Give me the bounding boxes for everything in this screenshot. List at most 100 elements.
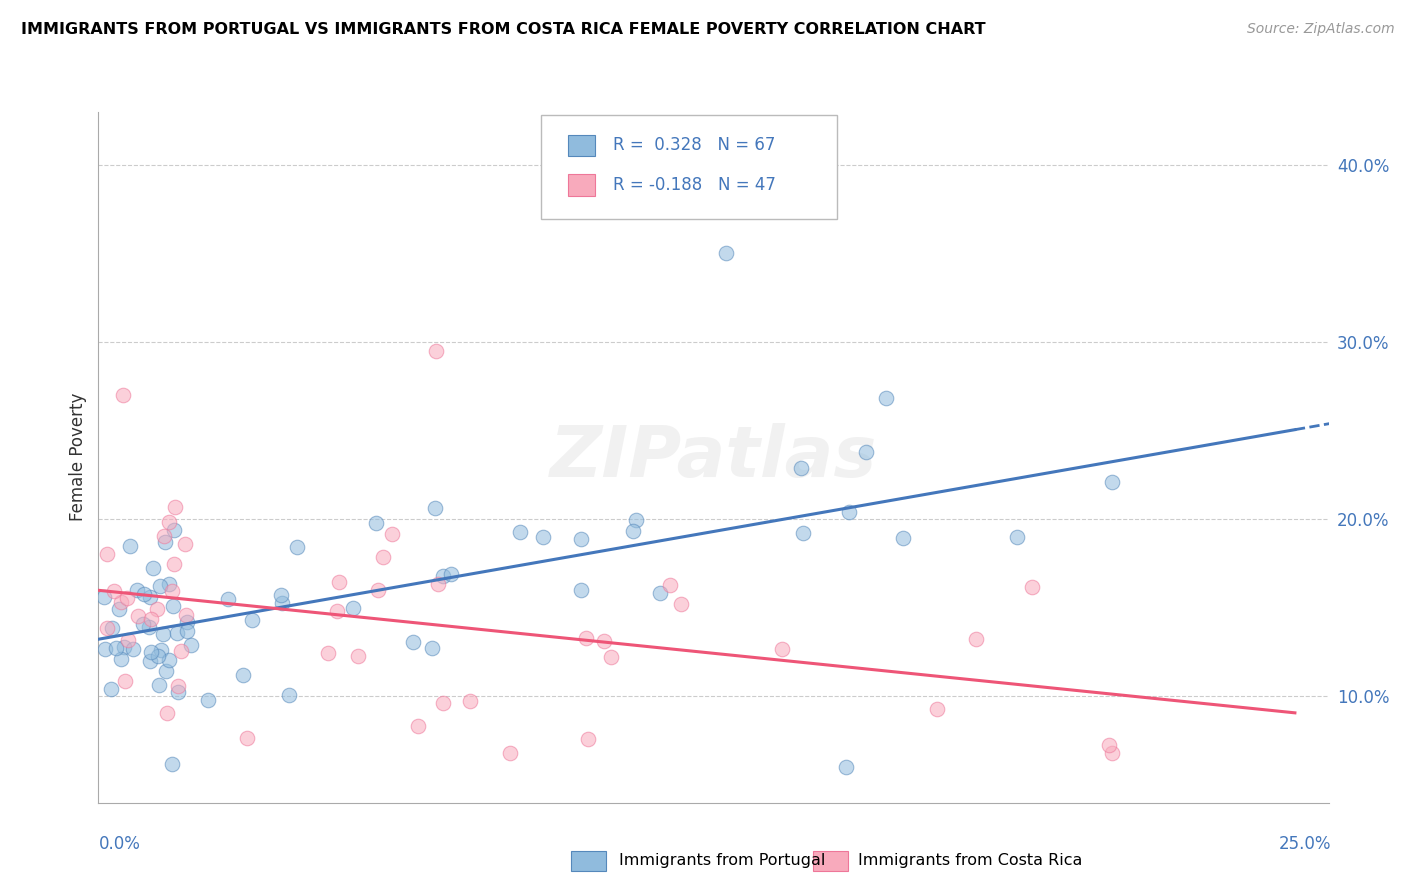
Point [110,595,132,609]
Point [420,641,443,656]
Point [112,640,135,655]
Point [132,587,155,601]
Point [155,664,177,678]
Point [111,388,134,402]
Point [346,648,368,663]
Point [217,591,239,606]
Point [792,526,814,541]
Point [1098,738,1121,752]
Point [105,641,128,656]
Point [163,558,186,572]
Point [127,582,149,597]
Point [714,246,737,260]
Point [875,391,897,405]
Point [835,760,858,774]
Point [440,566,463,581]
Point [180,639,202,653]
Point [139,590,162,604]
Point [153,534,176,549]
Point [373,550,395,565]
Point [138,620,160,634]
Point [855,444,877,458]
Point [160,584,183,599]
Point [160,757,183,772]
Text: Source: ZipAtlas.com: Source: ZipAtlas.com [1247,22,1395,37]
Point [162,599,184,614]
Point [127,609,149,624]
Point [925,702,948,716]
Point [569,583,592,598]
Point [531,531,554,545]
Point [167,679,190,693]
Point [110,652,132,666]
Point [432,569,454,583]
Point [367,582,389,597]
Point [157,515,180,529]
Point [132,616,155,631]
Point [149,579,172,593]
Point [278,688,301,702]
Point [100,621,122,635]
Point [121,642,143,657]
Point [426,576,449,591]
Point [1101,475,1123,489]
Point [891,532,914,546]
Point [170,644,193,658]
Point [242,613,264,627]
Point [406,719,429,733]
Point [174,537,197,551]
Point [285,540,308,554]
Point [139,645,162,659]
Point [423,500,446,515]
Point [1005,530,1028,544]
Point [650,585,672,599]
Point [232,668,254,682]
Text: IMMIGRANTS FROM PORTUGAL VS IMMIGRANTS FROM COSTA RICA FEMALE POVERTY CORRELATIO: IMMIGRANTS FROM PORTUGAL VS IMMIGRANTS F… [21,22,986,37]
Text: ZIPatlas: ZIPatlas [550,423,877,491]
FancyBboxPatch shape [568,135,596,156]
Point [107,602,129,616]
Point [103,583,125,598]
Point [328,575,350,590]
Point [156,706,179,720]
Point [571,533,593,547]
Point [166,684,188,698]
Point [342,600,364,615]
Point [157,653,180,667]
Point [152,627,174,641]
Point [965,632,987,646]
Point [838,505,860,519]
Text: 0.0%: 0.0% [98,835,141,853]
Text: Immigrants from Portugal: Immigrants from Portugal [619,854,825,868]
Point [176,624,198,638]
Point [96,547,118,561]
Point [575,631,598,645]
Point [176,615,198,630]
Point [381,527,404,541]
Point [1101,746,1123,760]
Point [163,523,186,537]
Point [139,612,162,626]
Point [142,560,165,574]
Point [624,512,647,526]
Point [326,604,349,618]
Point [366,516,388,530]
Point [96,621,118,635]
Point [139,654,162,668]
Point [152,529,174,543]
Text: R =  0.328   N = 67: R = 0.328 N = 67 [613,136,775,154]
Point [425,343,447,358]
Point [509,525,531,540]
Point [770,642,793,657]
Point [621,524,644,538]
Point [150,643,173,657]
Point [270,588,292,602]
Point [318,646,340,660]
Point [118,539,141,553]
Point [659,578,682,592]
Y-axis label: Female Poverty: Female Poverty [69,393,87,521]
FancyBboxPatch shape [541,115,837,219]
Point [790,461,813,475]
Text: R = -0.188   N = 47: R = -0.188 N = 47 [613,176,776,194]
Point [114,673,136,688]
